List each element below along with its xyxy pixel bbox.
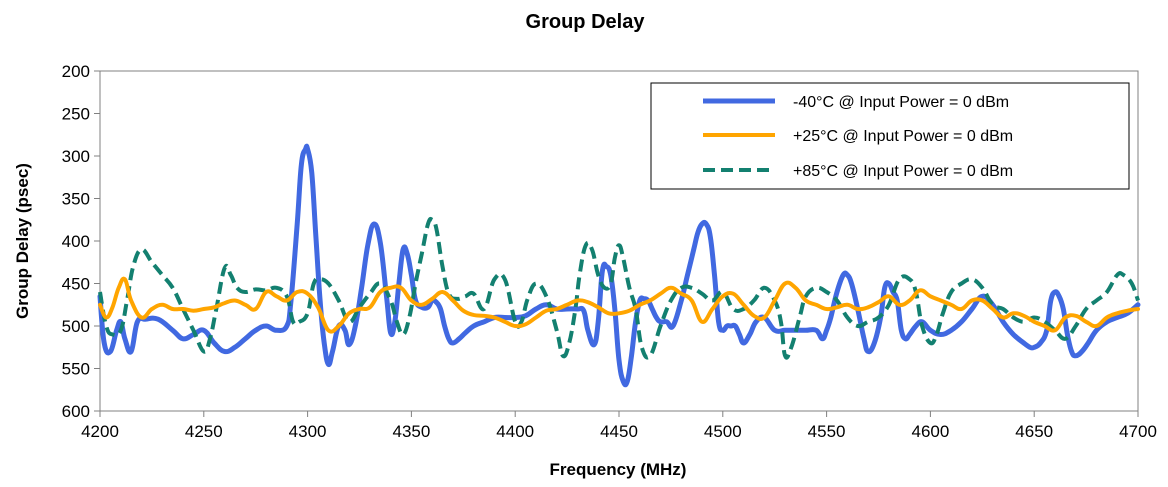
x-tick-label: 4550 xyxy=(808,422,846,441)
x-tick-label: 4200 xyxy=(81,422,119,441)
legend-label-series-3: +85°C @ Input Power = 0 dBm xyxy=(793,163,1013,180)
y-axis: 200 250 300 350 400 450 500 550 600 xyxy=(62,62,100,421)
x-tick-label: 4400 xyxy=(496,422,534,441)
series-line-3 xyxy=(98,216,1140,360)
x-tick-label: 4450 xyxy=(600,422,638,441)
legend: -40°C @ Input Power = 0 dBm +25°C @ Inpu… xyxy=(650,82,1130,190)
x-axis: 4200 4250 4300 4350 4400 4450 4500 4550 4600 4650… xyxy=(81,411,1157,441)
series-line-2 xyxy=(98,276,1140,334)
series-line-1 xyxy=(97,143,1141,388)
x-tick-label: 4300 xyxy=(289,422,327,441)
x-tick-label: 4500 xyxy=(704,422,742,441)
chart-title: Group Delay xyxy=(526,11,646,33)
x-tick-label: 4700 xyxy=(1119,422,1157,441)
x-tick-label: 4350 xyxy=(392,422,430,441)
series-layer xyxy=(97,143,1141,388)
x-tick-label: 4600 xyxy=(911,422,949,441)
y-axis-label: Group Delay (psec) xyxy=(13,163,32,319)
y-tick-label: 350 xyxy=(62,190,90,209)
y-tick-label: 200 xyxy=(62,62,90,81)
y-tick-label: 450 xyxy=(62,275,90,294)
y-tick-label: 300 xyxy=(62,147,90,166)
x-tick-label: 4650 xyxy=(1015,422,1053,441)
y-tick-label: 500 xyxy=(62,317,90,336)
legend-label-series-2: +25°C @ Input Power = 0 dBm xyxy=(793,128,1013,145)
legend-label-series-1: -40°C @ Input Power = 0 dBm xyxy=(793,94,1009,111)
y-tick-label: 600 xyxy=(62,402,90,421)
x-axis-label: Frequency (MHz) xyxy=(550,460,687,479)
y-tick-label: 250 xyxy=(62,105,90,124)
x-tick-label: 4250 xyxy=(185,422,223,441)
y-tick-label: 550 xyxy=(62,360,90,379)
y-tick-label: 400 xyxy=(62,232,90,251)
